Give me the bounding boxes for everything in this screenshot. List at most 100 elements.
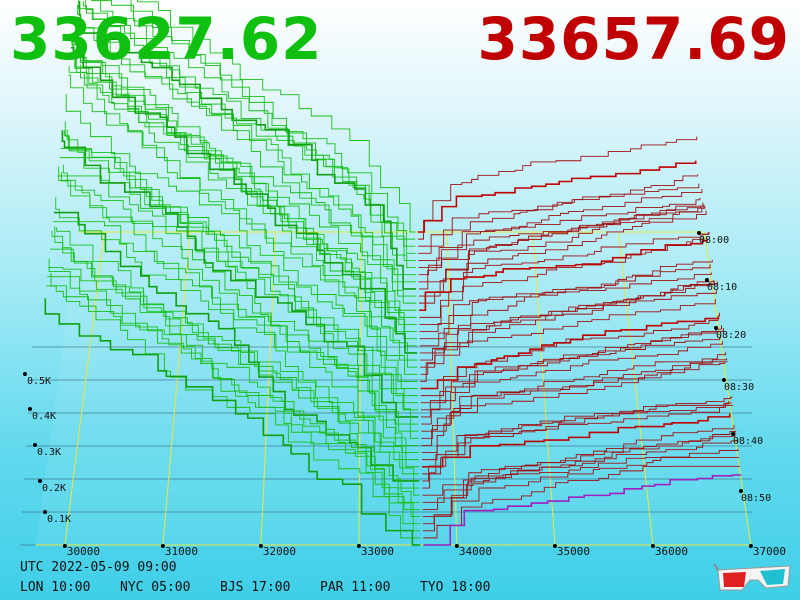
x-tick-label: 34000	[459, 545, 492, 558]
bid-depth-line	[55, 197, 420, 468]
ask-depth-line	[420, 281, 718, 382]
bid-depth-line	[50, 248, 420, 510]
ask-depth-line	[422, 431, 737, 510]
x-tick-marker	[160, 544, 165, 548]
x-tick-label: 36000	[655, 545, 688, 558]
price-gridline	[446, 231, 458, 546]
bid-depth-line	[137, 0, 416, 233]
time-tick-label: 08:50	[741, 493, 771, 504]
bid-depth-line	[91, 0, 416, 269]
ask-depth-line	[419, 259, 713, 347]
bid-depth-series	[44, 0, 421, 546]
bid-depth-line	[78, 0, 417, 290]
time-tick-marker	[705, 278, 709, 282]
x-tick-marker	[748, 544, 753, 548]
bid-depth-line	[70, 46, 418, 354]
bid-depth-line	[73, 44, 417, 333]
z-tick-label: 0.5K	[27, 376, 51, 387]
x-tick-marker	[650, 544, 655, 548]
ask-depth-line	[422, 448, 739, 525]
ask-depth-line	[422, 430, 736, 503]
bid-depth-line	[75, 48, 417, 318]
ask-depth-line	[418, 202, 704, 283]
ask-depth-line	[422, 440, 738, 517]
bid-depth-line	[78, 0, 417, 297]
ask-depth-line	[419, 280, 714, 354]
time-tick-label: 08:20	[716, 330, 746, 341]
bid-depth-line	[58, 166, 419, 446]
time-tick-label: 08:40	[733, 436, 763, 447]
x-tick-label: 30000	[67, 545, 100, 558]
x-tick-marker	[62, 544, 67, 548]
x-tick-marker	[552, 544, 557, 548]
bid-depth-line	[100, 0, 416, 240]
ask-depth-series	[417, 136, 742, 546]
bid-price: 33627.62	[10, 5, 323, 73]
axes: 30000 31000 32000 33000 34000 35000 36000 37000…	[23, 231, 786, 558]
time-tick-label: 08:30	[724, 382, 754, 393]
ask-depth-line	[421, 358, 728, 446]
time-tick-marker	[731, 432, 735, 436]
ask-depth-line	[421, 341, 723, 418]
ask-depth-line	[421, 362, 726, 432]
z-tick-label: 0.3K	[37, 447, 61, 458]
price-gridline	[618, 231, 654, 546]
bid-depth-line	[68, 66, 418, 368]
bid-depth-line	[70, 56, 418, 361]
zone-newyork: NYC 05:00	[120, 580, 191, 595]
price-gridline	[64, 231, 105, 546]
ask-depth-line	[423, 465, 741, 539]
bid-depth-line	[62, 164, 419, 411]
time-tick-marker	[739, 489, 743, 493]
x-tick-label: 37000	[753, 545, 786, 558]
time-tick-marker	[697, 231, 701, 235]
ask-depth-line	[419, 264, 711, 333]
time-tick-marker	[722, 378, 726, 382]
ask-depth-line	[417, 160, 697, 233]
z-tick-label: 0.2K	[42, 483, 66, 494]
bid-depth-line	[53, 211, 420, 482]
bid-depth-line	[48, 258, 420, 517]
bid-depth-line	[130, 0, 416, 254]
z-tick-marker	[43, 510, 47, 514]
3d-glasses-icon[interactable]	[714, 560, 794, 596]
ask-depth-line	[419, 272, 712, 340]
ask-depth-line	[418, 206, 706, 297]
ask-depth-line	[420, 280, 715, 361]
x-tick-label: 33000	[361, 545, 394, 558]
time-tick-marker	[714, 326, 718, 330]
bid-depth-line	[77, 5, 417, 304]
ask-depth-line	[421, 361, 728, 453]
x-tick-label: 35000	[557, 545, 590, 558]
bid-depth-line	[57, 175, 419, 453]
bid-depth-line	[47, 276, 421, 532]
bid-depth-line	[80, 21, 416, 276]
ask-depth-line	[418, 197, 701, 261]
x-tick-label: 32000	[263, 545, 296, 558]
bid-depth-line	[48, 267, 421, 525]
bid-depth-line	[63, 130, 419, 404]
zone-london: LON 10:00	[20, 580, 91, 595]
bid-depth-line	[54, 226, 420, 475]
bid-depth-line	[74, 52, 417, 325]
x-tick-label: 31000	[165, 545, 198, 558]
ask-depth-line	[422, 404, 733, 489]
ask-depth-line	[418, 205, 702, 269]
x-tick-marker	[258, 544, 263, 548]
ask-depth-line	[421, 413, 731, 468]
ask-depth-line	[421, 327, 725, 425]
bid-depth-line	[52, 221, 420, 489]
ask-depth-line	[423, 474, 742, 546]
ask-depth-line	[420, 316, 720, 390]
bid-depth-line	[65, 93, 418, 389]
zone-paris: PAR 11:00	[320, 580, 391, 595]
ask-depth-line	[418, 204, 705, 290]
z-tick-label: 0.1K	[47, 514, 71, 525]
price-gridline	[162, 231, 191, 546]
ask-depth-line	[422, 396, 733, 482]
ask-depth-line	[419, 232, 710, 325]
ask-depth-line	[419, 232, 709, 318]
z-tick-marker	[38, 479, 42, 483]
bid-depth-line	[61, 172, 419, 425]
